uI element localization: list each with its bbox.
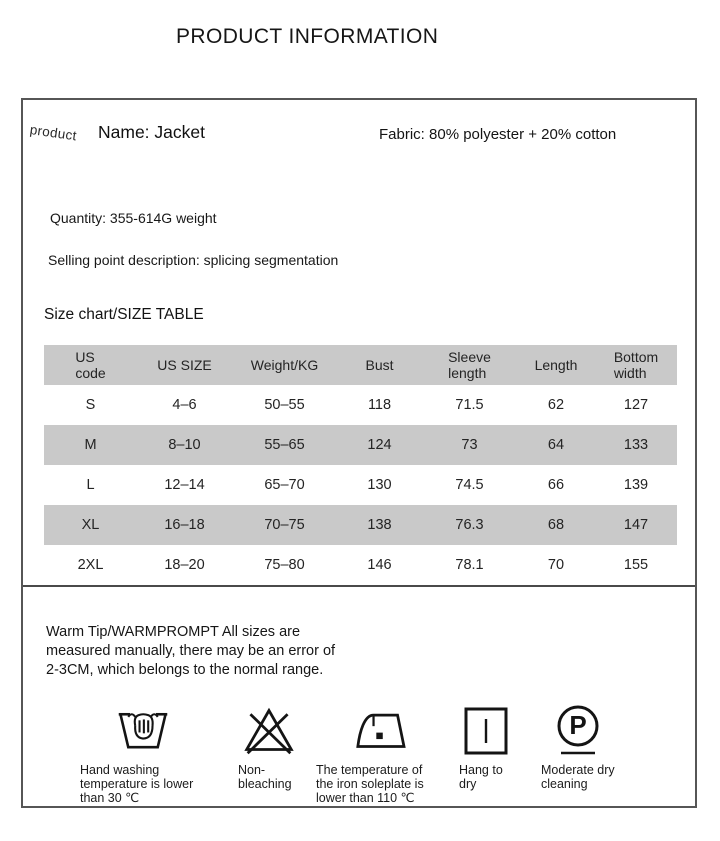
size-cell: 62 (547, 397, 565, 413)
size-cell: 73 (461, 437, 478, 453)
care-instructions: Hand washing temperature is lower than 3… (23, 704, 699, 808)
care-item: P Moderate dry cleaning (541, 704, 651, 791)
size-column-header: Bust (365, 356, 394, 373)
size-column-header: US SIZE (157, 356, 212, 373)
size-cell: 16–18 (164, 517, 205, 533)
size-cell: 147 (623, 517, 649, 533)
size-cell: 76.3 (455, 517, 484, 533)
section-divider (23, 585, 695, 587)
size-table-row: M 8–10 55–65 124 73 64 133 (44, 425, 677, 465)
size-table-body: S 4–6 50–55 118 71.5 62 127 M 8–10 55–65 124 73 64 13… (44, 385, 677, 585)
size-cell: 75–80 (264, 557, 305, 573)
size-cell: 139 (623, 477, 649, 493)
size-cell: 71.5 (455, 397, 484, 413)
size-table-header: US code US SIZE Weight/KG Bust Sleeve length… (44, 345, 677, 385)
svg-text:P: P (569, 710, 586, 740)
size-cell: XL (81, 517, 100, 533)
size-cell: S (85, 397, 96, 413)
size-cell: 118 (367, 397, 392, 413)
page-title: PRODUCT INFORMATION (176, 25, 439, 48)
warm-tip: Warm Tip/WARMPROMPT All sizes are measur… (46, 624, 336, 678)
care-item: Non- bleaching (238, 704, 323, 791)
size-table-row: 2XL 18–20 75–80 146 78.1 70 155 (44, 545, 677, 585)
size-cell: 2XL (77, 557, 104, 573)
product-selling-point: Selling point description: splicing segm… (48, 252, 339, 268)
size-column-header: US code (75, 348, 106, 381)
size-cell: 12–14 (164, 477, 205, 493)
product-fabric: Fabric: 80% polyester + 20% cotton (379, 126, 617, 143)
size-cell: L (86, 477, 95, 493)
size-cell: 70–75 (264, 517, 305, 533)
care-label: Hand washing temperature is lower than 3… (80, 763, 194, 805)
product-quantity: Quantity: 355-614G weight (50, 210, 217, 226)
size-cell: 130 (367, 477, 392, 493)
size-cell: 146 (367, 557, 392, 573)
size-cell: 74.5 (455, 477, 484, 493)
size-cell: M (84, 437, 97, 453)
iron-low-temp-icon (316, 704, 448, 756)
size-cell: 138 (367, 517, 392, 533)
size-cell: 64 (547, 437, 565, 453)
size-cell: 68 (547, 517, 565, 533)
hand-wash-icon (80, 704, 210, 756)
size-cell: 124 (367, 437, 392, 453)
size-table-row: S 4–6 50–55 118 71.5 62 127 (44, 385, 677, 425)
care-item: Hand washing temperature is lower than 3… (80, 704, 210, 805)
product-name: Name: Jacket (98, 122, 205, 142)
size-column-header: Weight/KG (250, 356, 319, 373)
care-item: Hang to dry (459, 704, 539, 791)
size-table-row: L 12–14 65–70 130 74.5 66 139 (44, 465, 677, 505)
size-cell: 155 (623, 557, 649, 573)
size-column-header: Bottom width (613, 348, 659, 381)
care-item: The temperature of the iron soleplate is… (316, 704, 448, 805)
care-label: Moderate dry cleaning (541, 763, 615, 791)
size-cell: 66 (547, 477, 565, 493)
size-cell: 65–70 (264, 477, 305, 493)
product-card: product Name: Jacket Fabric: 80% polyest… (21, 98, 697, 808)
size-table-header-row: US code US SIZE Weight/KG Bust Sleeve length… (44, 345, 677, 385)
size-cell: 133 (623, 437, 649, 453)
dry-clean-p-icon: P (541, 704, 651, 756)
size-cell: 8–10 (168, 437, 201, 453)
size-column-header: Length (534, 356, 578, 373)
size-column-header: Sleeve length (448, 348, 491, 381)
size-cell: 78.1 (455, 557, 484, 573)
size-table: US code US SIZE Weight/KG Bust Sleeve length… (44, 345, 677, 585)
care-label: Non- bleaching (238, 763, 292, 791)
hang-dry-icon (459, 706, 539, 758)
size-cell: 70 (547, 557, 565, 573)
care-label: Hang to dry (459, 763, 503, 791)
size-chart-title: Size chart/SIZE TABLE (44, 306, 204, 323)
care-label: The temperature of the iron soleplate is… (316, 763, 424, 805)
size-cell: 50–55 (264, 397, 305, 413)
corner-label: product (28, 122, 78, 144)
size-cell: 55–65 (264, 437, 305, 453)
size-cell: 4–6 (172, 397, 197, 413)
size-cell: 18–20 (164, 557, 205, 573)
size-cell: 127 (623, 397, 649, 413)
non-bleach-icon (238, 704, 323, 756)
size-table-row: XL 16–18 70–75 138 76.3 68 147 (44, 505, 677, 545)
